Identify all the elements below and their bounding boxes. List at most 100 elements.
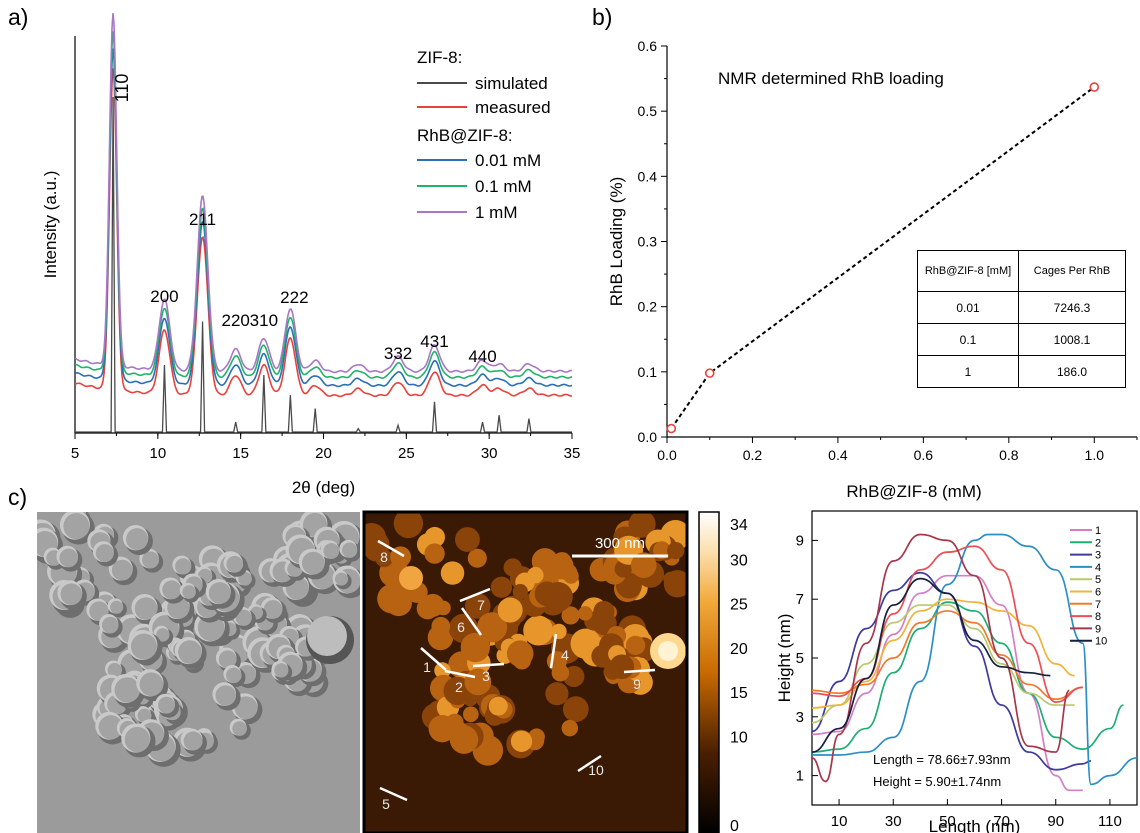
height-particle <box>490 576 513 598</box>
table-row: 1 186.0 <box>917 355 1126 388</box>
height-particles <box>364 512 687 766</box>
height-particle <box>449 725 479 754</box>
particle <box>101 616 119 634</box>
y-tick-label: 7 <box>796 591 804 608</box>
x-tick-label: 5 <box>71 445 79 462</box>
height-particle <box>562 696 589 723</box>
particle <box>323 543 340 559</box>
particle <box>110 600 124 614</box>
height-particle <box>431 616 451 636</box>
profile-series-7 <box>811 610 1083 701</box>
profile-line <box>577 754 602 773</box>
profile-line <box>444 669 476 679</box>
scale-bar-label: 300 nm <box>595 535 645 552</box>
colorbar-tick-label: 10 <box>730 729 748 746</box>
table-header-cages: Cages Per RhB <box>1018 250 1126 292</box>
profile-line-label: 3 <box>482 668 490 684</box>
table-cell: 1 <box>917 355 1019 388</box>
x-axis-label: Length (nm) <box>929 817 1021 833</box>
legend-entry: 3 <box>1095 550 1101 562</box>
colorbar-tick-label: 30 <box>730 552 748 569</box>
height-particle <box>663 571 678 587</box>
y-axis-label: Height (nm) <box>775 614 794 703</box>
particle <box>274 663 289 678</box>
height-particle <box>578 606 593 621</box>
particle <box>208 582 231 604</box>
y-tick-label: 0.4 <box>638 168 658 184</box>
y-tick-label: 0.6 <box>638 38 658 54</box>
height-particle <box>545 682 569 706</box>
profile-line-label: 4 <box>561 647 569 663</box>
height-particle <box>440 561 465 585</box>
particle <box>130 633 157 660</box>
x-tick-label: 25 <box>398 445 415 462</box>
panel-b-label: b) <box>592 4 613 30</box>
x-tick-label: 50 <box>939 813 956 830</box>
height-image-border <box>362 510 689 833</box>
legend-entry: 6 <box>1095 587 1101 599</box>
height-particle <box>424 543 445 564</box>
particle <box>124 726 150 753</box>
particle <box>235 609 252 626</box>
y-tick-label: 3 <box>796 709 804 726</box>
x-tick-label: 1.0 <box>1085 447 1105 463</box>
table-cell: 1008.1 <box>1018 323 1126 356</box>
height-particle <box>434 662 451 679</box>
panel-b-loading-chart: 0.0 0.2 0.4 0.6 0.8 1.0 0.0 0.1 0.2 0.3 0.4 0.5 0.6 R… <box>607 38 1138 501</box>
height-particle <box>503 558 522 577</box>
legend-entry: 9 <box>1095 623 1101 635</box>
height-particle <box>510 730 533 752</box>
particle <box>95 544 114 563</box>
profile-line <box>460 607 483 636</box>
x-tick-label: 0.4 <box>828 447 848 463</box>
peak-label: 310 <box>250 311 278 330</box>
height-particle <box>552 552 572 571</box>
particle <box>175 558 192 575</box>
height-particle <box>487 627 503 643</box>
peak-label: 332 <box>384 344 412 363</box>
peak-label: 110 <box>112 74 132 103</box>
height-particle <box>497 597 523 623</box>
height-particle <box>467 548 487 568</box>
peak-label: 211 <box>189 210 216 229</box>
profile-line <box>549 633 558 669</box>
profile-line-label: 9 <box>633 676 641 692</box>
stats-length: Length = 78.66±7.93nm <box>873 752 1011 767</box>
table-cell: 0.1 <box>917 323 1019 356</box>
trend-line <box>670 86 1095 430</box>
peak-label: 220 <box>222 311 250 330</box>
height-particle-bright <box>399 566 423 590</box>
height-particle-bright <box>658 641 678 661</box>
peak-label: 200 <box>150 287 178 306</box>
height-particle <box>506 640 534 667</box>
y-tick-label: 0.0 <box>638 429 658 445</box>
panel-a-xrd-chart: 5 10 15 20 25 30 35 2θ (deg) Intensity (a.u.) 110… <box>41 13 580 497</box>
x-tick-label: 10 <box>149 445 166 462</box>
amplitude-particles <box>37 512 360 767</box>
particle <box>301 551 325 575</box>
colorbar-tick-label: 34 <box>730 517 748 534</box>
y-tick-label: 0.3 <box>638 234 658 250</box>
table-cell: 186.0 <box>1018 355 1126 388</box>
colorbar-tick-label: 15 <box>730 685 748 702</box>
panel-a-label: a) <box>8 4 29 30</box>
particle <box>139 672 164 697</box>
height-particle <box>393 512 424 539</box>
particle <box>218 650 237 669</box>
height-particle <box>512 584 528 600</box>
height-particle <box>488 696 508 716</box>
particle <box>134 597 158 620</box>
profile-series-2 <box>811 601 1124 753</box>
legend-title: ZIF-8: <box>417 48 462 67</box>
profile-series-9 <box>811 533 1071 783</box>
y-tick-label: 9 <box>796 532 804 549</box>
legend-entry: 5 <box>1095 574 1101 586</box>
profile-series-4 <box>811 533 1138 786</box>
height-particle <box>455 527 480 552</box>
data-point <box>1089 82 1100 92</box>
peak-label: 440 <box>468 347 496 366</box>
legend-entry: measured <box>475 98 551 117</box>
particle <box>98 715 123 740</box>
x-tick-label: 0.8 <box>999 447 1019 463</box>
